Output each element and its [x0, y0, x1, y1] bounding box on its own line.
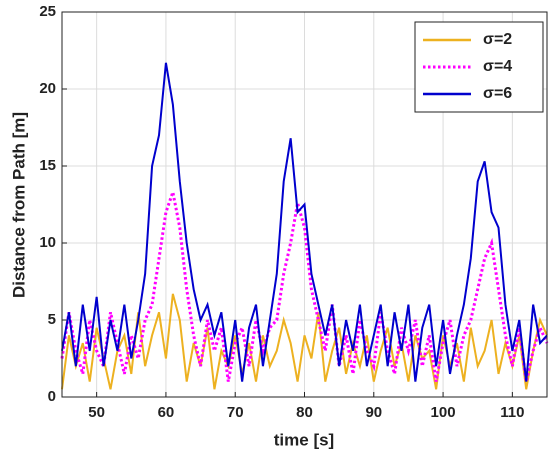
legend-label: σ=4	[483, 58, 512, 75]
x-tick-label: 50	[88, 404, 105, 421]
legend-label: σ=6	[483, 85, 512, 102]
data-line	[61, 62, 548, 382]
x-tick-label: 90	[365, 404, 382, 421]
x-tick-label: 80	[296, 404, 313, 421]
y-tick-label: 0	[48, 388, 56, 405]
x-tick-label: 110	[500, 404, 524, 421]
x-axis-label: time [s]	[274, 430, 334, 449]
y-tick-label: 20	[39, 80, 56, 97]
y-tick-label: 25	[39, 3, 56, 20]
x-tick-label: 70	[227, 404, 244, 421]
x-tick-label: 60	[158, 404, 175, 421]
y-tick-label: 10	[39, 234, 56, 251]
legend-label: σ=2	[483, 31, 512, 48]
legend-box	[414, 21, 544, 113]
data-line	[61, 293, 548, 390]
y-tick-label: 5	[48, 311, 56, 328]
y-tick-label: 15	[39, 157, 56, 174]
plot-border	[61, 11, 548, 398]
y-axis-label: Distance from Path [m]	[9, 112, 28, 298]
x-tick-label: 100	[431, 404, 456, 421]
